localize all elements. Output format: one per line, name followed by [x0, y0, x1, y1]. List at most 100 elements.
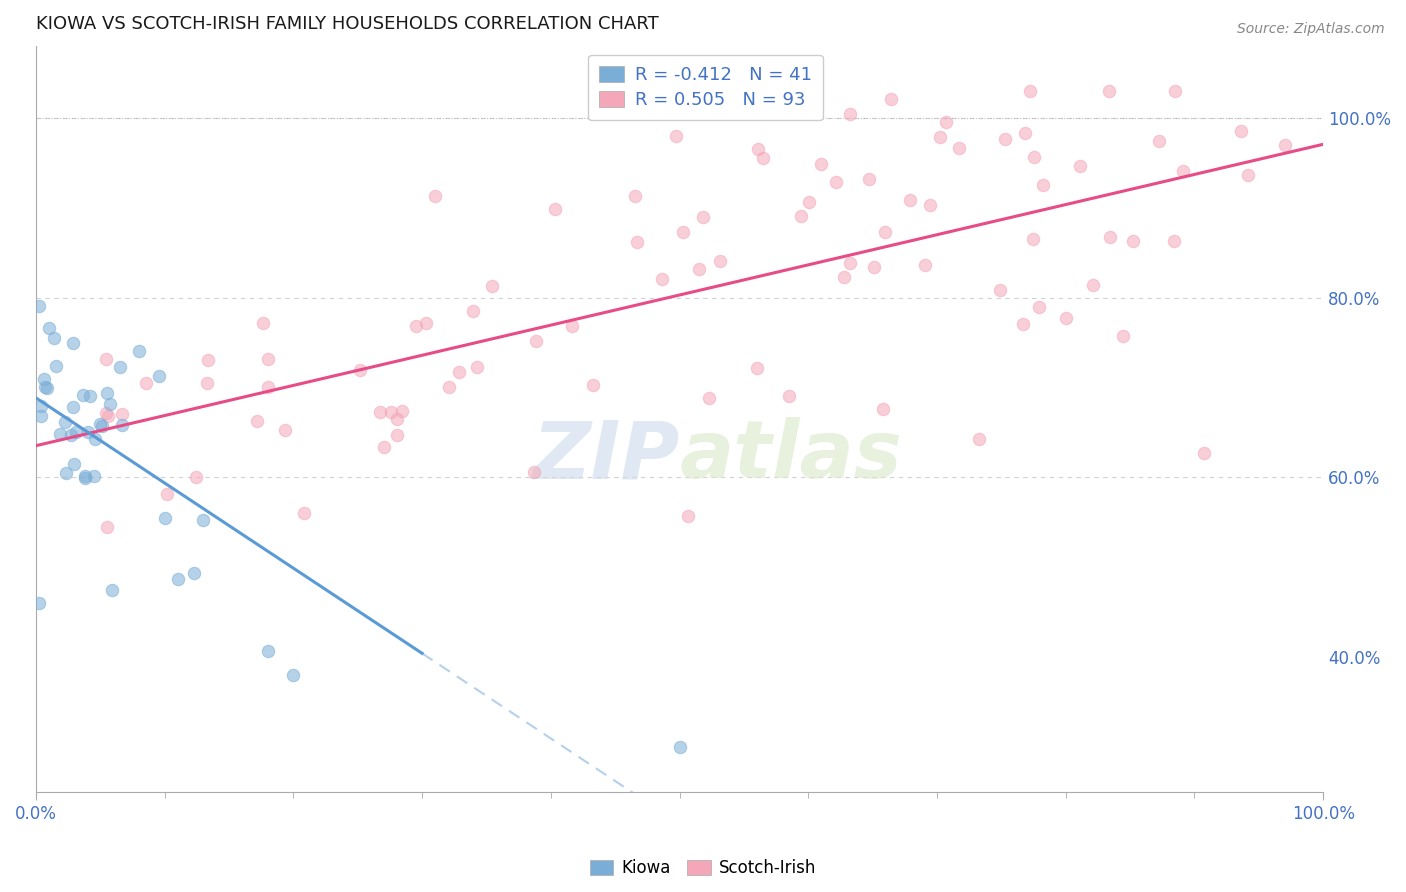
- Point: [197, 352, 219, 367]
- Point: [1230, 123, 1253, 137]
- Point: [283, 668, 305, 682]
- Point: [34, 380, 56, 394]
- Point: [994, 131, 1017, 145]
- Point: [37, 381, 59, 395]
- Point: [63, 457, 86, 471]
- Text: ZIP: ZIP: [531, 417, 679, 495]
- Point: [481, 279, 503, 293]
- Point: [898, 193, 921, 207]
- Point: [797, 194, 820, 209]
- Point: [53, 415, 76, 429]
- Point: [292, 507, 315, 521]
- Point: [561, 319, 583, 334]
- Point: [135, 376, 157, 390]
- Point: [257, 352, 280, 367]
- Point: [94, 406, 117, 420]
- Point: [810, 157, 832, 171]
- Point: [98, 397, 121, 411]
- Point: [676, 509, 699, 524]
- Point: [184, 470, 207, 484]
- Point: [42, 331, 65, 345]
- Point: [747, 360, 769, 375]
- Point: [465, 359, 488, 374]
- Point: [688, 261, 710, 276]
- Point: [672, 225, 695, 239]
- Point: [624, 188, 647, 202]
- Point: [30, 399, 52, 413]
- Point: [60, 427, 83, 442]
- Point: [27, 596, 49, 610]
- Point: [111, 407, 134, 421]
- Point: [55, 466, 77, 480]
- Point: [1028, 301, 1050, 315]
- Point: [838, 107, 860, 121]
- Point: [111, 417, 134, 432]
- Point: [914, 258, 936, 272]
- Point: [1069, 159, 1091, 173]
- Point: [692, 210, 714, 224]
- Point: [920, 198, 942, 212]
- Point: [825, 175, 848, 189]
- Point: [858, 172, 880, 186]
- Point: [1147, 134, 1170, 148]
- Point: [709, 254, 731, 268]
- Point: [84, 432, 107, 446]
- Point: [128, 343, 150, 358]
- Point: [1236, 168, 1258, 182]
- Point: [252, 316, 274, 330]
- Legend: R = -0.412   N = 41, R = 0.505   N = 93: R = -0.412 N = 41, R = 0.505 N = 93: [588, 54, 823, 120]
- Point: [195, 376, 218, 390]
- Point: [1163, 234, 1185, 248]
- Point: [256, 644, 278, 658]
- Point: [1018, 84, 1040, 98]
- Point: [863, 260, 886, 274]
- Legend: Kiowa, Scotch-Irish: Kiowa, Scotch-Irish: [583, 853, 823, 884]
- Point: [439, 380, 461, 394]
- Point: [76, 425, 98, 440]
- Point: [1098, 84, 1121, 98]
- Point: [935, 115, 957, 129]
- Point: [62, 400, 84, 414]
- Point: [651, 271, 673, 285]
- Point: [153, 510, 176, 524]
- Point: [101, 582, 124, 597]
- Point: [697, 392, 720, 406]
- Point: [96, 351, 118, 366]
- Point: [1081, 277, 1104, 292]
- Point: [790, 209, 813, 223]
- Point: [391, 404, 413, 418]
- Point: [183, 566, 205, 581]
- Point: [665, 128, 688, 143]
- Point: [368, 405, 391, 419]
- Point: [27, 299, 49, 313]
- Point: [349, 362, 371, 376]
- Point: [1192, 446, 1215, 460]
- Point: [1022, 150, 1045, 164]
- Point: [387, 428, 409, 442]
- Point: [523, 465, 546, 479]
- Point: [747, 143, 769, 157]
- Point: [544, 202, 567, 216]
- Point: [75, 468, 97, 483]
- Point: [89, 417, 111, 431]
- Point: [988, 283, 1011, 297]
- Point: [1014, 126, 1036, 140]
- Point: [752, 151, 775, 165]
- Point: [193, 513, 215, 527]
- Point: [449, 365, 471, 379]
- Point: [838, 256, 860, 270]
- Point: [246, 414, 269, 428]
- Point: [1012, 317, 1035, 331]
- Text: Source: ZipAtlas.com: Source: ZipAtlas.com: [1237, 22, 1385, 37]
- Point: [96, 385, 118, 400]
- Point: [385, 412, 408, 426]
- Point: [373, 441, 395, 455]
- Point: [32, 372, 55, 386]
- Point: [967, 432, 990, 446]
- Point: [148, 369, 170, 384]
- Text: atlas: atlas: [679, 417, 903, 495]
- Point: [274, 423, 297, 437]
- Point: [83, 469, 105, 483]
- Point: [1054, 310, 1077, 325]
- Point: [49, 426, 72, 441]
